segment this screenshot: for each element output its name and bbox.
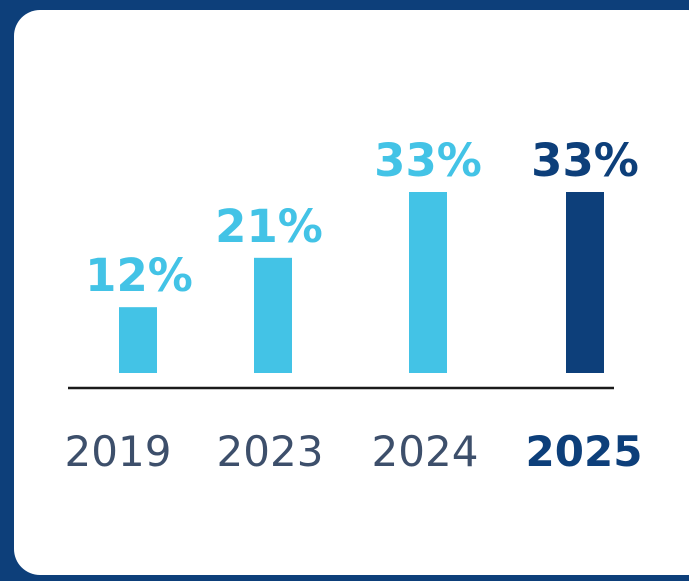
value-labels-group: 12% 21% 33% 33% bbox=[85, 134, 639, 302]
value-label-2024: 33% bbox=[374, 134, 482, 187]
value-label-2025: 33% bbox=[531, 134, 639, 187]
category-label-2023: 2023 bbox=[217, 427, 324, 476]
bar-2024 bbox=[409, 192, 447, 373]
category-label-2019: 2019 bbox=[65, 427, 172, 476]
category-label-2025: 2025 bbox=[526, 427, 643, 476]
bars-group bbox=[119, 192, 604, 373]
value-label-2019: 12% bbox=[85, 249, 193, 302]
bar-2025 bbox=[566, 192, 604, 373]
bar-2023 bbox=[254, 257, 292, 373]
category-labels-group: 2019 2023 2024 2025 bbox=[65, 427, 643, 476]
value-label-2023: 21% bbox=[215, 200, 323, 253]
category-label-2024: 2024 bbox=[372, 427, 479, 476]
bar-2019 bbox=[119, 307, 157, 373]
